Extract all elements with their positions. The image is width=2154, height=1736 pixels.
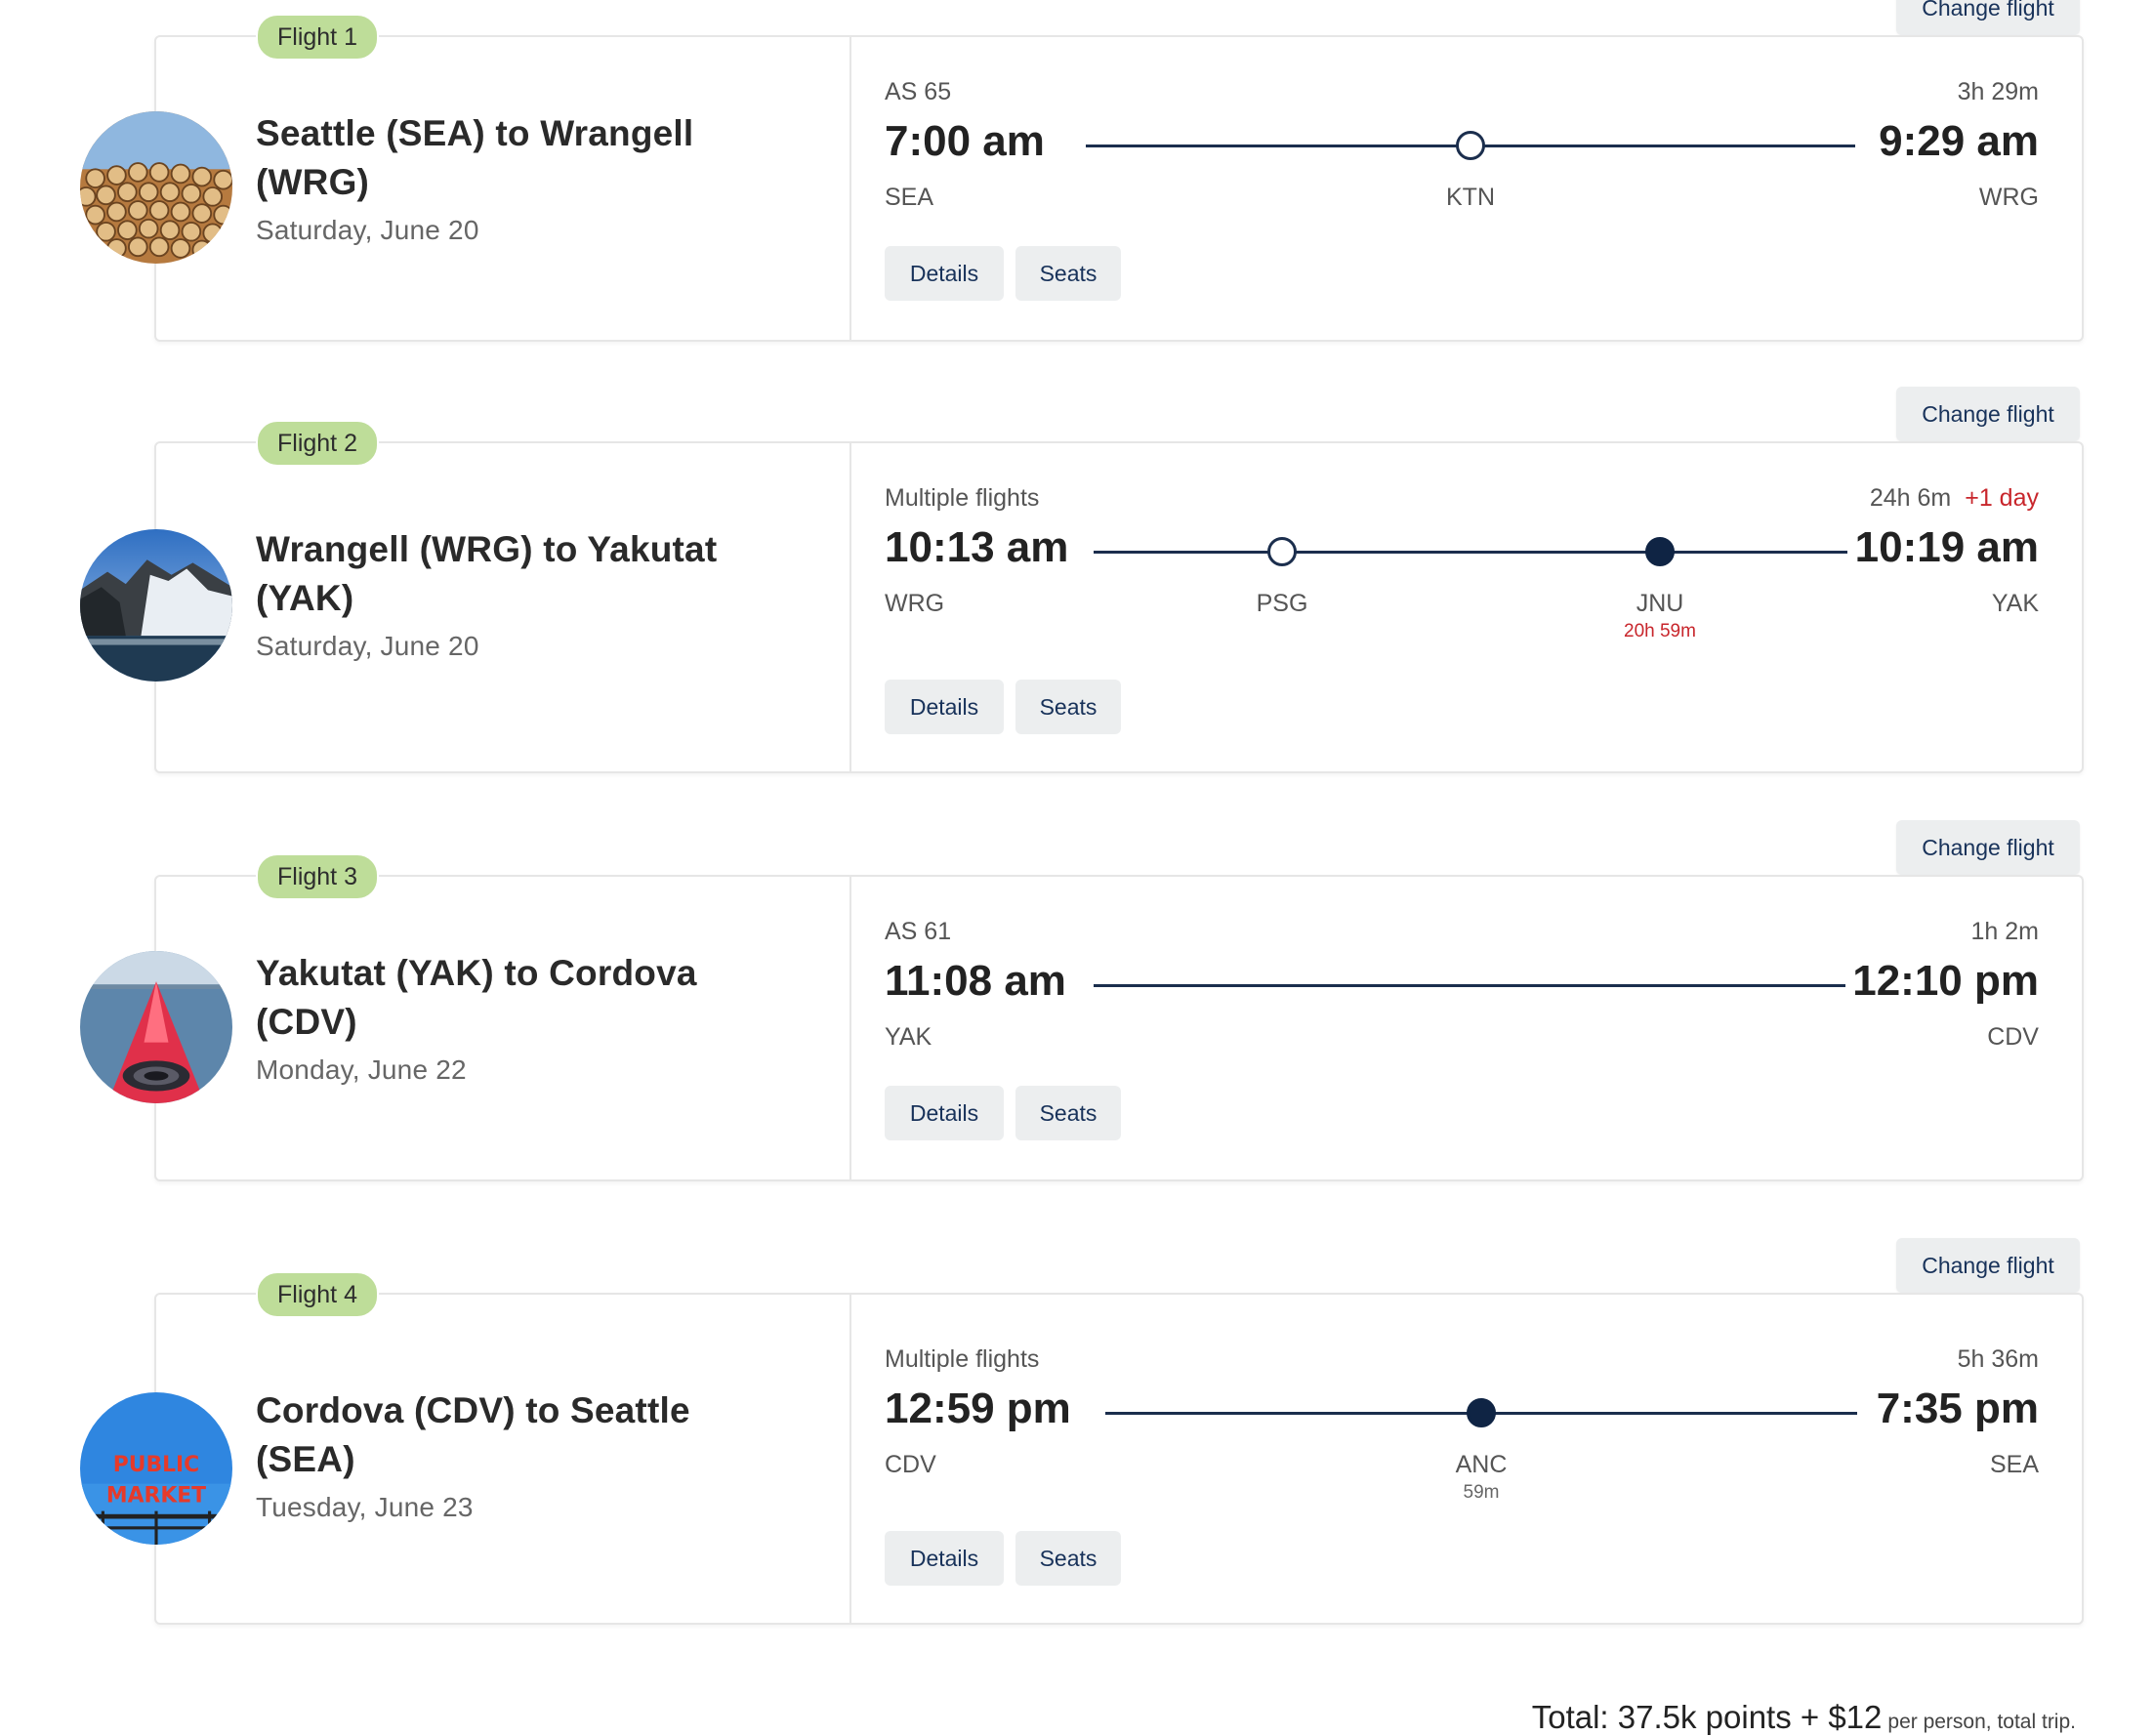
glacier-image	[80, 529, 232, 682]
card-divider	[849, 443, 851, 771]
flight-date: Saturday, June 20	[256, 631, 479, 661]
flight-badge: Flight 2	[256, 420, 379, 467]
flight-date: Tuesday, June 23	[256, 1492, 474, 1522]
route-info: Cordova (CDV) to Seattle (SEA) Tuesday, …	[256, 1386, 764, 1529]
origin-code: WRG	[885, 590, 945, 617]
flight-number: AS 61	[885, 918, 952, 945]
total-note: per person, total trip.	[1887, 1711, 2076, 1733]
flight-date: Saturday, June 20	[256, 215, 479, 245]
flight-duration: 1h 2m	[1971, 918, 2039, 946]
layover-duration: 59m	[1463, 1482, 1500, 1503]
stop-marker-filled	[1467, 1398, 1496, 1427]
departure-time: 7:00 am	[885, 117, 1045, 165]
duration-text: 1h 2m	[1970, 918, 2039, 945]
flight-block-2: Change flight Flight 2 Wrangell (WRG) to…	[0, 387, 2154, 791]
route-line	[1094, 984, 1845, 987]
route-title: Cordova (CDV) to Seattle (SEA)	[256, 1390, 690, 1479]
flight-badge: Flight 1	[256, 14, 379, 61]
destination-code: YAK	[1991, 590, 2039, 617]
destination-photo	[80, 529, 232, 682]
arrival-time: 10:19 am	[1854, 523, 2039, 571]
destination-code: SEA	[1989, 1451, 2039, 1478]
destination-code: WRG	[1978, 184, 2039, 211]
duration-text: 24h 6m	[1869, 484, 1952, 512]
details-button[interactable]: Details	[885, 246, 1004, 301]
trip-total: Total: 37.5k points + $12 per person, tot…	[1532, 1699, 2076, 1736]
flight-block-4: Change flight Flight 4 PUBLIC MARKET Cor…	[0, 1238, 2154, 1642]
seats-button[interactable]: Seats	[1015, 1531, 1121, 1586]
change-flight-button[interactable]: Change flight	[1896, 1238, 2080, 1293]
destination-photo	[80, 951, 232, 1103]
details-button[interactable]: Details	[885, 680, 1004, 734]
flight-badge: Flight 3	[256, 853, 379, 900]
details-button[interactable]: Details	[885, 1531, 1004, 1586]
stop-marker-open	[1456, 131, 1485, 160]
stop-marker-open	[1267, 537, 1297, 566]
stop-code: KTN	[1446, 184, 1495, 211]
stop-code: PSG	[1256, 590, 1308, 617]
card-divider	[849, 1295, 851, 1623]
destination-photo: PUBLIC MARKET	[80, 1392, 232, 1545]
flight-block-1: Change flight Flight 1 Seattle (SEA) to …	[0, 0, 2154, 385]
route-info: Yakutat (YAK) to Cordova (CDV) Monday, J…	[256, 949, 764, 1092]
flight-number: Multiple flights	[885, 1345, 1040, 1373]
card-divider	[849, 877, 851, 1179]
route-title: Wrangell (WRG) to Yakutat (YAK)	[256, 529, 718, 618]
kayak-image	[80, 951, 232, 1103]
route-info: Wrangell (WRG) to Yakutat (YAK) Saturday…	[256, 525, 764, 668]
svg-text:PUBLIC: PUBLIC	[113, 1453, 199, 1477]
plus-day-indicator: +1 day	[1965, 484, 2039, 512]
flight-duration: 24h 6m +1 day	[1870, 484, 2039, 513]
seats-button[interactable]: Seats	[1015, 1086, 1121, 1140]
layover-duration: 20h 59m	[1624, 621, 1696, 641]
change-flight-button[interactable]: Change flight	[1896, 387, 2080, 441]
destination-code: CDV	[1987, 1023, 2039, 1051]
flight-date: Monday, June 22	[256, 1054, 467, 1085]
seats-button[interactable]: Seats	[1015, 246, 1121, 301]
card-divider	[849, 37, 851, 340]
origin-code: SEA	[885, 184, 934, 211]
route-title: Seattle (SEA) to Wrangell (WRG)	[256, 113, 694, 202]
flight-badge: Flight 4	[256, 1271, 379, 1318]
flight-duration: 5h 36m	[1958, 1345, 2039, 1374]
arrival-time: 7:35 pm	[1876, 1385, 2039, 1432]
departure-time: 10:13 am	[885, 523, 1069, 571]
seats-button[interactable]: Seats	[1015, 680, 1121, 734]
flight-duration: 3h 29m	[1958, 78, 2039, 106]
stop-marker-filled	[1645, 537, 1675, 566]
origin-code: CDV	[885, 1451, 936, 1478]
details-button[interactable]: Details	[885, 1086, 1004, 1140]
route-title: Yakutat (YAK) to Cordova (CDV)	[256, 953, 697, 1042]
duration-text: 3h 29m	[1957, 78, 2039, 105]
duration-text: 5h 36m	[1957, 1345, 2039, 1373]
arrival-time: 12:10 pm	[1852, 957, 2039, 1005]
change-flight-button[interactable]: Change flight	[1896, 0, 2080, 35]
origin-code: YAK	[885, 1023, 932, 1051]
svg-text:MARKET: MARKET	[106, 1483, 206, 1508]
route-line	[1094, 551, 1847, 554]
departure-time: 12:59 pm	[885, 1385, 1071, 1432]
stacked-logs-image	[80, 111, 232, 264]
flight-number: Multiple flights	[885, 484, 1040, 512]
arrival-time: 9:29 am	[1879, 117, 2039, 165]
stop-code: ANC	[1455, 1451, 1508, 1478]
flight-block-3: Change flight Flight 3 Yakutat (YAK) to …	[0, 820, 2154, 1224]
public-market-sign-image: PUBLIC MARKET	[80, 1392, 232, 1545]
change-flight-button[interactable]: Change flight	[1896, 820, 2080, 875]
destination-photo	[80, 111, 232, 264]
flight-number: AS 65	[885, 78, 952, 105]
route-info: Seattle (SEA) to Wrangell (WRG) Saturday…	[256, 109, 764, 252]
stop-code: JNU	[1636, 590, 1684, 617]
departure-time: 11:08 am	[885, 957, 1066, 1005]
total-price: Total: 37.5k points + $12	[1531, 1699, 1883, 1735]
